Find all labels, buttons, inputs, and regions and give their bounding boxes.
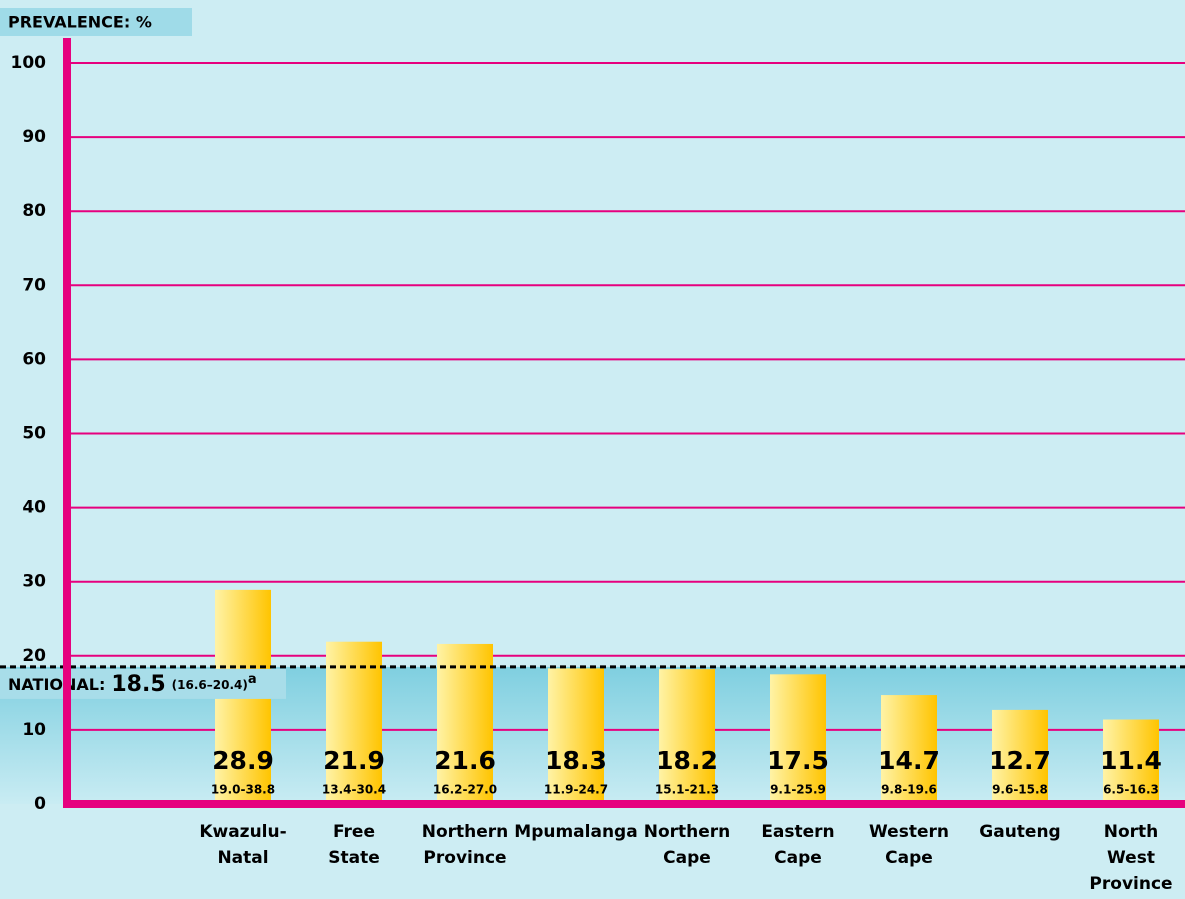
y-axis-label: PREVALENCE: % xyxy=(8,13,152,32)
y-tick-label: 50 xyxy=(22,424,46,444)
y-tick-label: 80 xyxy=(22,201,46,221)
value-label: 14.7 xyxy=(878,746,940,775)
y-tick-label: 20 xyxy=(22,646,46,666)
x-tick-label: North West Province xyxy=(1089,822,1172,894)
national-label-box xyxy=(0,668,286,699)
bar xyxy=(770,674,826,804)
range-label: 9.6-15.8 xyxy=(992,783,1048,797)
value-label: 17.5 xyxy=(767,746,829,775)
y-tick-label: 100 xyxy=(11,53,47,73)
y-tick-label: 10 xyxy=(22,720,46,740)
y-tick-label: 70 xyxy=(22,275,46,295)
bar xyxy=(548,668,604,804)
bar xyxy=(326,641,382,804)
range-label: 6.5-16.3 xyxy=(1103,783,1159,797)
range-label: 15.1-21.3 xyxy=(655,783,719,797)
y-tick-label: 90 xyxy=(22,127,46,147)
range-label: 9.1-25.9 xyxy=(770,783,826,797)
value-label: 18.3 xyxy=(545,746,607,775)
bar xyxy=(992,709,1048,804)
range-label: 9.8-19.6 xyxy=(881,783,937,797)
national-label-part: NATIONAL: xyxy=(8,674,105,693)
x-tick-label: Mpumalanga xyxy=(514,822,637,842)
x-tick-label: Northern Cape xyxy=(644,822,731,868)
range-label: 13.4-30.4 xyxy=(322,783,386,797)
national-label: NATIONAL: 18.5 (16.6–20.4)a xyxy=(8,671,257,697)
y-tick-label: 60 xyxy=(22,349,46,369)
y-tick-label: 40 xyxy=(22,498,46,518)
bar xyxy=(659,669,715,804)
value-label: 28.9 xyxy=(212,746,274,775)
range-label: 11.9-24.7 xyxy=(544,783,608,797)
y-label-box xyxy=(0,8,192,36)
x-tick-label: Kwazulu-Natal xyxy=(199,822,286,868)
y-tick-label: 0 xyxy=(34,794,46,814)
bar xyxy=(1103,719,1159,804)
x-tick-label: Eastern Cape xyxy=(761,822,834,868)
national-label-part: 18.5 xyxy=(111,672,165,697)
value-label: 21.9 xyxy=(323,746,385,775)
x-tick-label: Western Cape xyxy=(869,822,949,868)
y-tick-label: 30 xyxy=(22,572,46,592)
x-tick-label: Northern Province xyxy=(422,822,509,868)
value-label: 11.4 xyxy=(1100,746,1162,775)
bar xyxy=(437,643,493,804)
x-tick-label: Gauteng xyxy=(979,822,1060,842)
bar xyxy=(881,695,937,804)
national-label-part: a xyxy=(248,671,257,686)
value-label: 12.7 xyxy=(989,746,1051,775)
value-label: 18.2 xyxy=(656,746,718,775)
value-label: 21.6 xyxy=(434,746,496,775)
range-label: 19.0-38.8 xyxy=(211,783,275,797)
national-label-part: (16.6–20.4) xyxy=(172,677,248,691)
x-tick-label: Free State xyxy=(328,822,380,868)
range-label: 16.2-27.0 xyxy=(433,783,497,797)
